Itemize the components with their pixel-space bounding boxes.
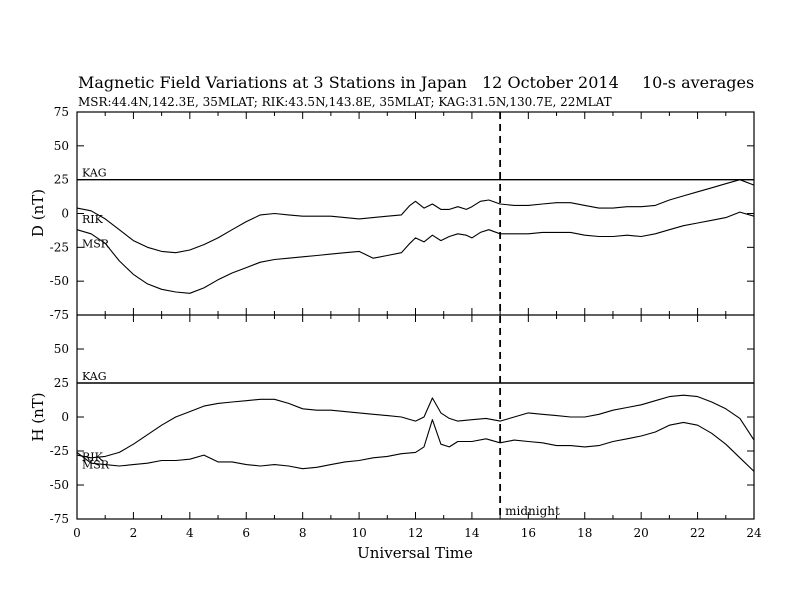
- y-tick-label: 25: [54, 173, 69, 187]
- chart-averaging: 10-s averages: [642, 73, 754, 92]
- x-tick-label: 10: [351, 526, 366, 540]
- series-label-msr: MSR: [82, 237, 110, 250]
- y-tick-label: 50: [54, 139, 69, 153]
- series-line-msr-d: [76, 211, 755, 294]
- series-label-rik: RIK: [82, 213, 104, 226]
- x-tick-label: 4: [186, 526, 194, 540]
- y-tick-label: -75: [50, 512, 69, 526]
- y-tick-label: -25: [50, 240, 69, 254]
- x-axis-label: Universal Time: [357, 544, 473, 562]
- y-tick-label: 50: [54, 342, 69, 356]
- x-tick-label: 22: [690, 526, 705, 540]
- series-label-msr: MSR: [82, 459, 110, 472]
- series-label-rik: RIK: [82, 450, 104, 463]
- axis-ticks: [76, 111, 755, 520]
- y-tick-label: -75: [50, 308, 69, 322]
- series-group: [76, 178, 755, 472]
- x-tick-label: 0: [73, 526, 81, 540]
- y-tick-label: 25: [54, 376, 69, 390]
- d-axis-label: D (nT): [29, 189, 47, 237]
- chart-date: 12 October 2014: [482, 73, 619, 92]
- x-tick-label: 18: [577, 526, 592, 540]
- x-tick-label: 24: [746, 526, 762, 540]
- x-tick-label: 12: [408, 526, 423, 540]
- y-tick-label: 0: [61, 410, 69, 424]
- y-tick-label: -25: [50, 444, 69, 458]
- series-line-rik-d: [76, 179, 755, 254]
- x-tick-label: 20: [634, 526, 649, 540]
- x-tick-label: 14: [464, 526, 480, 540]
- h-axis-label: H (nT): [29, 392, 47, 441]
- x-tick-label: 6: [242, 526, 250, 540]
- y-tick-label: 75: [54, 105, 69, 119]
- x-tick-label: 2: [130, 526, 138, 540]
- series-line-msr-h: [76, 419, 755, 472]
- x-tick-label: 16: [521, 526, 536, 540]
- midnight-label: midnight: [505, 504, 560, 518]
- y-tick-label: -50: [50, 478, 69, 492]
- chart-title: Magnetic Field Variations at 3 Stations …: [78, 73, 467, 92]
- x-tick-label: 8: [299, 526, 307, 540]
- station-list: MSR:44.4N,142.3E, 35MLAT; RIK:43.5N,143.…: [78, 95, 612, 109]
- series-label-kag: KAG: [82, 370, 107, 383]
- series-line-rik-h: [76, 394, 755, 459]
- tick-labels: 7550250-25-50-75KAGRIKMSR50250-25-50-750…: [50, 105, 762, 540]
- series-label-kag: KAG: [82, 167, 107, 180]
- y-tick-label: 0: [61, 207, 69, 221]
- y-tick-label: -50: [50, 274, 69, 288]
